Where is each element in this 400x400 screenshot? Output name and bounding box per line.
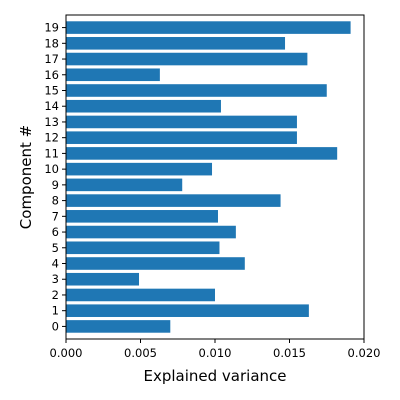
x-tick-label: 0.010 — [199, 346, 232, 360]
y-tick-label: 9 — [52, 178, 59, 192]
y-tick-label: 10 — [44, 162, 59, 176]
x-axis-ticks: 0.000 0.005 0.010 0.015 0.020 — [50, 339, 381, 360]
y-tick-label: 13 — [44, 115, 59, 129]
bar-component-14 — [66, 99, 221, 113]
y-tick-label: 4 — [52, 257, 59, 271]
bar-component-19 — [66, 21, 351, 34]
bar-component-12 — [66, 131, 297, 144]
y-tick-label: 5 — [52, 241, 59, 255]
y-tick-label: 7 — [52, 209, 59, 223]
bar-component-9 — [66, 178, 183, 192]
y-tick-label: 11 — [44, 146, 59, 160]
y-tick-label: 2 — [52, 288, 59, 302]
bar-component-10 — [66, 162, 213, 176]
x-tick-label: 0.020 — [348, 346, 381, 360]
bar-component-7 — [66, 210, 218, 223]
x-tick-label: 0.015 — [273, 346, 306, 360]
x-tick-label: 0.005 — [124, 346, 157, 360]
y-tick-label: 17 — [44, 52, 59, 66]
y-tick-label: 6 — [52, 225, 59, 239]
x-axis-label: Explained variance — [143, 367, 286, 385]
bar-component-1 — [66, 304, 309, 317]
y-tick-label: 8 — [52, 194, 59, 208]
bar-component-3 — [66, 272, 140, 286]
y-tick-label: 18 — [44, 36, 59, 50]
y-tick-label: 15 — [44, 83, 59, 97]
bar-component-8 — [66, 194, 281, 207]
bar-component-4 — [66, 257, 245, 270]
bar-component-15 — [66, 84, 327, 97]
bar-component-2 — [66, 288, 215, 302]
y-tick-label: 0 — [52, 319, 59, 333]
y-tick-label: 16 — [44, 68, 59, 82]
x-tick-label: 0.000 — [50, 346, 83, 360]
y-tick-label: 3 — [52, 272, 59, 286]
y-axis-label: Component # — [17, 125, 35, 229]
bar-component-0 — [66, 320, 171, 333]
y-tick-label: 12 — [44, 131, 59, 145]
bar-component-6 — [66, 225, 236, 239]
bar-component-17 — [66, 52, 308, 66]
bar-component-18 — [66, 37, 286, 50]
y-tick-label: 1 — [52, 304, 59, 318]
y-tick-label: 19 — [44, 21, 59, 35]
bar-component-13 — [66, 115, 297, 129]
bars-group — [66, 21, 351, 333]
bar-component-16 — [66, 68, 160, 82]
bar-component-5 — [66, 241, 220, 255]
bar-component-11 — [66, 147, 338, 160]
y-tick-label: 14 — [44, 99, 59, 113]
